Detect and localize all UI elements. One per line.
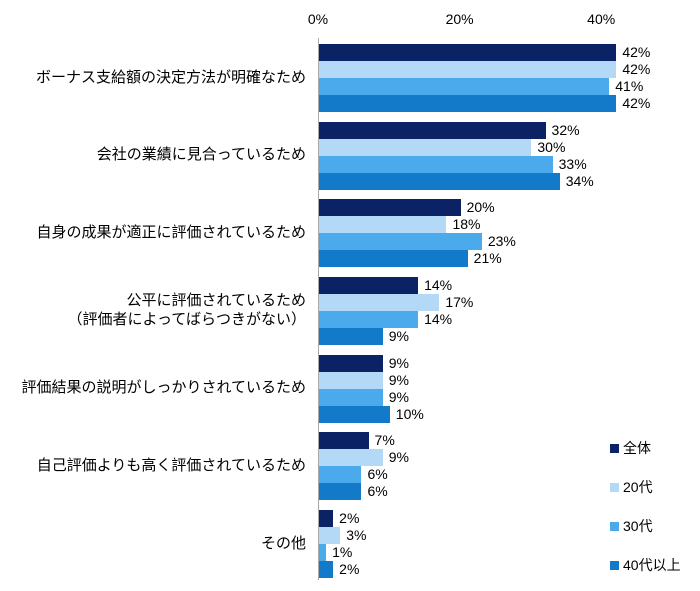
value-label: 18% [452,216,481,233]
value-label: 6% [367,466,388,483]
legend-item-30代: 30代 [610,518,653,534]
value-label: 42% [622,44,651,60]
bar-30代 [319,544,327,562]
bar-20代 [319,138,532,156]
value-label: 3% [346,527,367,544]
value-label: 17% [445,294,474,310]
bar-全体 [319,354,383,372]
legend-item-40代以上: 40代以上 [610,557,681,573]
value-label: 21% [473,250,502,267]
legend-swatch-icon [610,521,619,531]
legend-label: 30代 [623,518,653,534]
bar-40代以上 [319,328,383,345]
category-label: 自身の成果が適正に評価されているため [36,223,306,241]
value-label: 2% [339,510,360,527]
value-label: 33% [558,155,587,172]
x-tick-label: 0% [307,11,329,27]
bar-30代 [319,388,383,406]
legend-label: 40代以上 [623,557,681,573]
value-label: 14% [424,277,453,293]
bar-40代以上 [319,172,560,190]
value-label: 20% [466,199,495,216]
value-label: 9% [388,371,409,388]
bar-30代 [319,311,419,328]
value-label: 41% [615,78,644,94]
x-tick-label: 40% [587,11,616,27]
bar-40代以上 [319,483,362,501]
bar-30代 [319,466,362,484]
bar-20代 [319,294,440,311]
bar-全体 [319,510,334,528]
bar-30代 [319,233,482,251]
bar-30代 [319,155,553,173]
value-label: 2% [339,561,360,578]
value-label: 1% [332,544,353,561]
value-label: 10% [395,405,424,422]
category-label: 公平に評価されているため （評価者によってばらつきがない） [67,292,306,328]
value-label: 32% [551,121,580,138]
legend-swatch-icon [610,443,619,453]
category-label: 会社の業績に見合っているため [96,146,306,164]
value-label: 42% [622,61,651,77]
bar-40代以上 [319,250,468,268]
value-label: 9% [388,388,409,405]
value-axis-line [318,38,319,580]
bar-全体 [319,432,369,450]
bar-30代 [319,78,610,95]
bar-20代 [319,61,617,78]
value-label: 42% [622,95,651,111]
value-label: 14% [424,311,453,327]
category-label: 評価結果の説明がしっかりされているため [21,379,306,397]
bar-20代 [319,371,383,389]
value-label: 6% [367,483,388,500]
value-label: 34% [565,172,594,189]
bar-全体 [319,44,617,61]
bar-40代以上 [319,561,334,579]
value-label: 9% [388,354,409,371]
legend-label: 20代 [623,479,653,495]
category-label: ボーナス支給額の決定方法が明確なため [35,68,306,86]
bar-40代以上 [319,405,390,423]
value-label: 9% [388,328,409,344]
bar-40代以上 [319,95,617,112]
category-label: その他 [260,534,306,552]
legend-item-20代: 20代 [610,479,653,495]
x-tick-label: 20% [445,11,474,27]
bar-20代 [319,449,383,467]
legend-item-全体: 全体 [610,440,651,456]
value-label: 30% [537,138,566,155]
bar-全体 [319,121,546,139]
bar-全体 [319,277,419,294]
value-label: 7% [374,432,395,449]
bar-20代 [319,527,341,545]
legend-swatch-icon [610,560,619,570]
category-label: 自己評価よりも高く評価されているため [36,456,306,474]
legend-swatch-icon [610,482,619,492]
value-label: 23% [487,233,516,250]
bar-20代 [319,216,447,234]
legend-label: 全体 [623,440,651,456]
value-label: 9% [388,449,409,466]
bar-全体 [319,199,461,217]
